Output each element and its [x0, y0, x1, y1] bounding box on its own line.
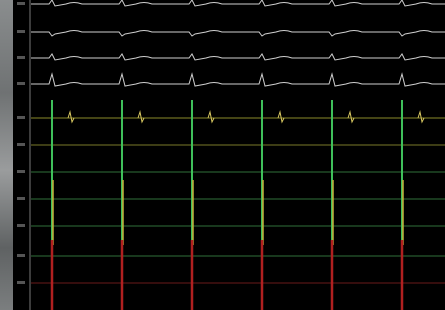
- ecg-trace: [31, 74, 445, 86]
- side-image-strip: [0, 0, 13, 310]
- channel-label-mark: [17, 2, 25, 5]
- channel-label-mark: [17, 254, 25, 257]
- atrial-deflection: [138, 112, 144, 122]
- traces: [13, 0, 445, 310]
- channel-label-mark: [17, 197, 25, 200]
- atrial-deflection: [278, 112, 284, 122]
- atrial-deflection: [348, 112, 354, 122]
- channel-label-mark: [17, 224, 25, 227]
- atrial-deflection: [208, 112, 214, 122]
- recording-panel: [13, 0, 445, 310]
- ecg-trace: [31, 0, 445, 6]
- screenshot: [0, 0, 445, 310]
- channel-label-mark: [17, 56, 25, 59]
- channel-label-mark: [17, 143, 25, 146]
- atrial-deflection: [68, 112, 74, 122]
- channel-label-mark: [17, 82, 25, 85]
- ecg-trace: [31, 31, 445, 37]
- ecg-trace: [31, 54, 445, 60]
- channel-label-mark: [17, 170, 25, 173]
- channel-label-mark: [17, 116, 25, 119]
- channel-label-mark: [17, 30, 25, 33]
- atrial-deflection: [418, 112, 424, 122]
- channel-label-mark: [17, 281, 25, 284]
